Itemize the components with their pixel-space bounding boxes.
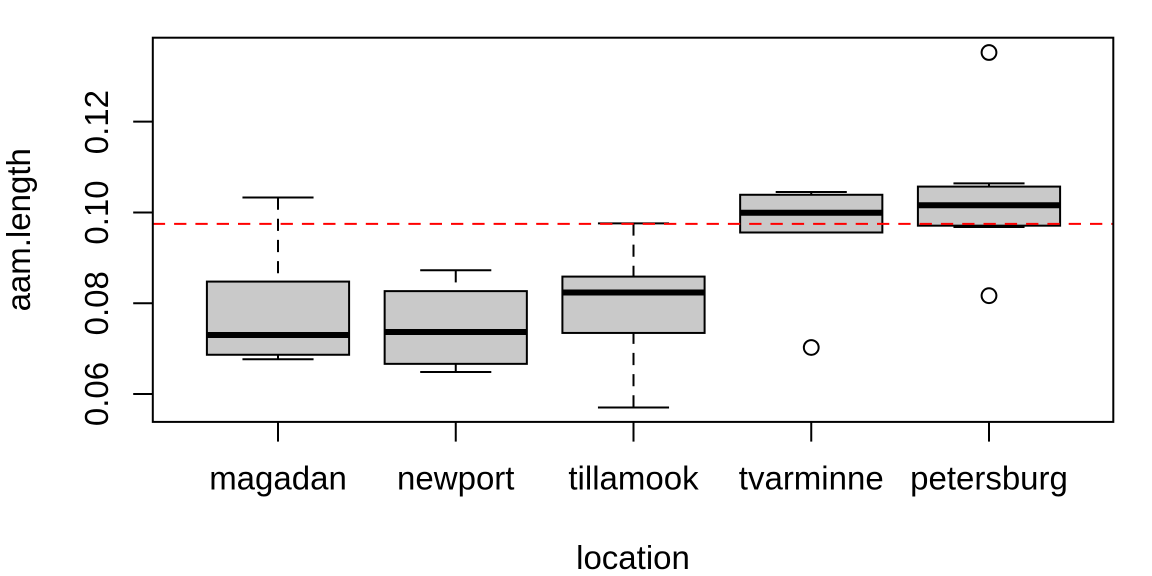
svg-text:0.10: 0.10 [78, 180, 115, 244]
svg-text:aam.length: aam.length [0, 148, 37, 311]
svg-text:petersburg: petersburg [910, 460, 1068, 497]
svg-text:0.08: 0.08 [78, 271, 115, 335]
svg-text:tillamook: tillamook [568, 460, 699, 497]
svg-text:0.12: 0.12 [78, 90, 115, 154]
svg-text:newport: newport [397, 460, 514, 497]
svg-text:0.06: 0.06 [78, 362, 115, 426]
svg-text:magadan: magadan [209, 460, 347, 497]
svg-text:location: location [576, 539, 690, 576]
svg-text:tvarminne: tvarminne [739, 460, 884, 497]
